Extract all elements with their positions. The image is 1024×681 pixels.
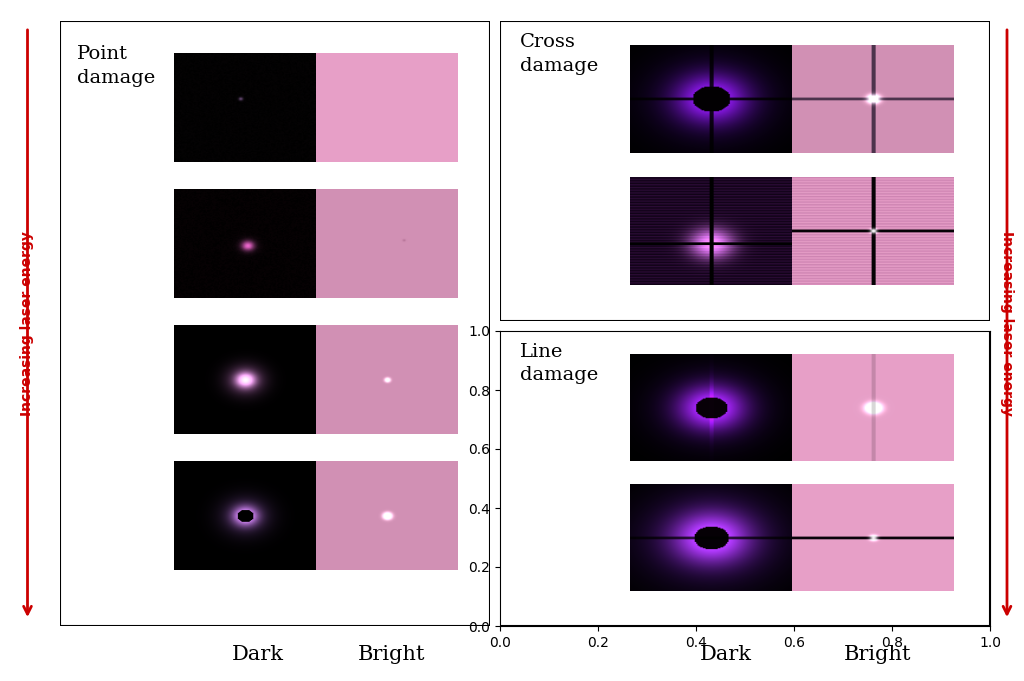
Text: Cross
damage: Cross damage <box>519 33 598 75</box>
Text: Dark: Dark <box>699 645 752 664</box>
FancyBboxPatch shape <box>500 331 990 626</box>
Text: Dark: Dark <box>231 645 284 664</box>
Text: Increasing laser energy: Increasing laser energy <box>20 231 35 416</box>
Text: Line
damage: Line damage <box>519 343 598 384</box>
FancyBboxPatch shape <box>500 21 990 321</box>
FancyBboxPatch shape <box>60 21 490 626</box>
Text: Increasing laser energy: Increasing laser energy <box>1000 231 1014 416</box>
Text: Point
damage: Point damage <box>77 45 156 86</box>
Text: Bright: Bright <box>357 645 425 664</box>
Text: Bright: Bright <box>844 645 911 664</box>
